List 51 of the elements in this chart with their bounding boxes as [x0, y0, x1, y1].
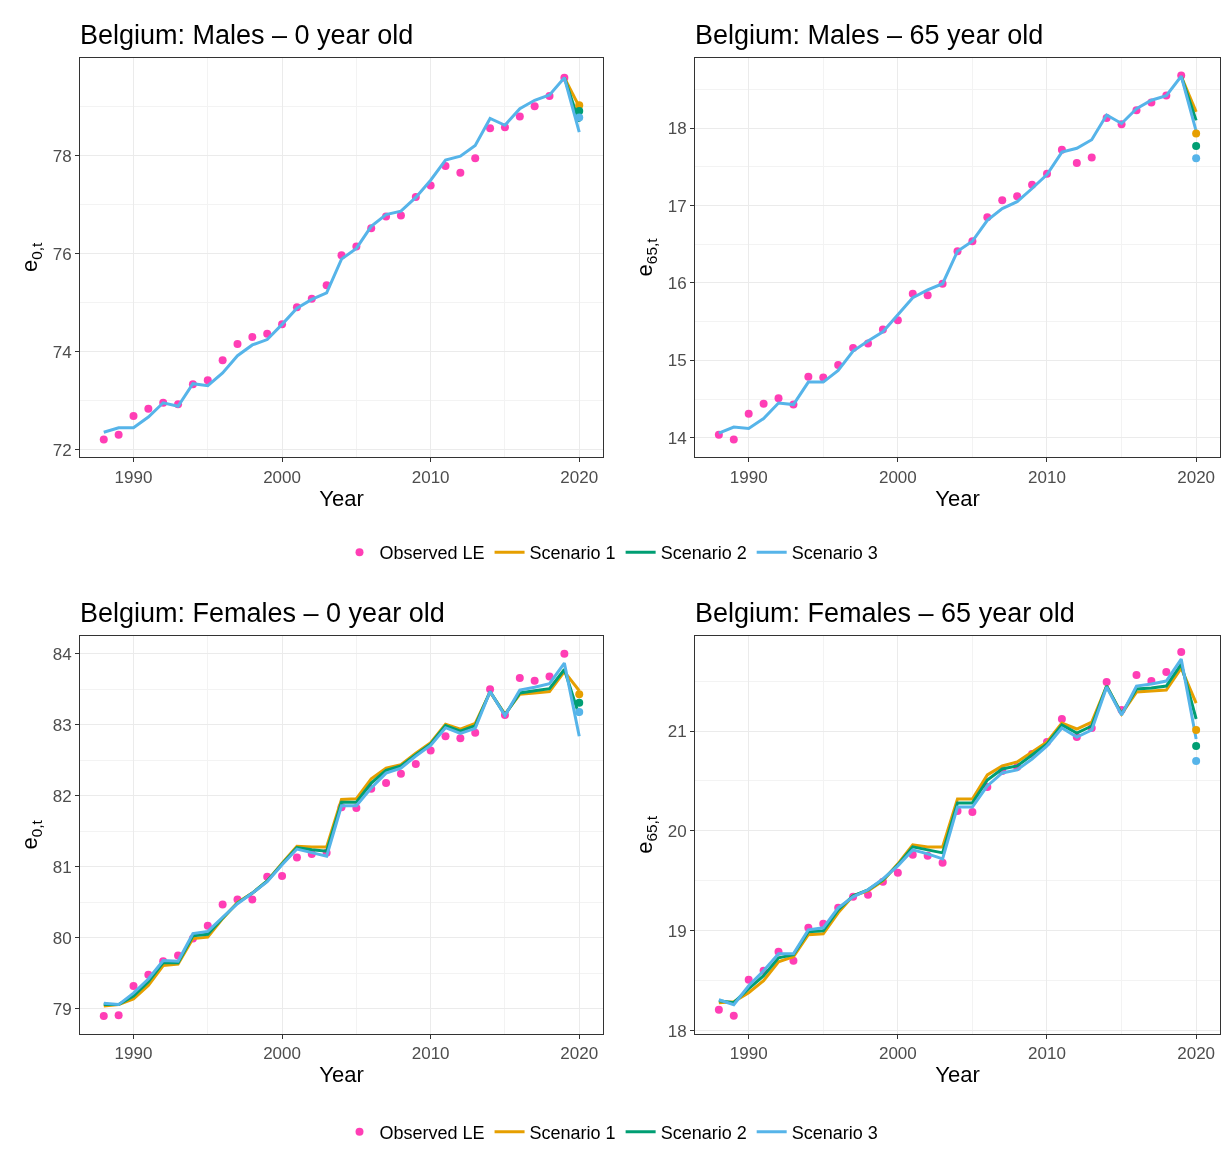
legend-label: Scenario 1 [529, 1122, 616, 1143]
y-tick-label: 72 [52, 440, 72, 460]
x-tick-label: 1990 [114, 467, 153, 487]
legend-label: Observed LE [379, 1122, 485, 1143]
x-tick-label: 2000 [263, 1044, 301, 1064]
legend-label: Scenario 3 [791, 1122, 878, 1143]
y-tick-label: 84 [52, 644, 72, 664]
y-tick-label: 17 [667, 196, 687, 216]
y-tick-label: 79 [52, 999, 72, 1019]
x-tick-label: 2010 [411, 1044, 450, 1064]
x-axis-title: Year [319, 485, 364, 511]
y-tick-label: 74 [52, 342, 72, 362]
y-tick-label: 82 [52, 786, 72, 806]
legend-label: Observed LE [379, 543, 485, 564]
y-tick-label: 83 [52, 715, 72, 735]
y-tick-label: 19 [667, 921, 687, 941]
y-tick-label: 18 [667, 119, 687, 139]
y-tick-label: 78 [52, 146, 72, 166]
x-tick-label: 2010 [1028, 467, 1066, 487]
x-tick-label: 2000 [878, 1044, 917, 1064]
x-tick-label: 2020 [1177, 467, 1216, 487]
x-tick-label: 2020 [560, 1044, 599, 1064]
y-tick-label: 14 [667, 428, 687, 448]
x-axis-title: Year [935, 1061, 980, 1087]
y-tick-label: 18 [667, 1021, 687, 1041]
legend-label: Scenario 2 [660, 1122, 747, 1143]
legend-label: Scenario 1 [529, 543, 616, 564]
x-tick-label: 2020 [560, 467, 599, 487]
x-axis-title: Year [935, 485, 980, 511]
legend-label: Scenario 3 [791, 543, 878, 564]
x-tick-label: 2010 [411, 467, 450, 487]
legend-label: Scenario 2 [660, 543, 747, 564]
x-tick-label: 1990 [729, 467, 768, 487]
y-tick-label: 80 [52, 928, 72, 948]
x-tick-label: 2000 [878, 467, 917, 487]
x-axis-title: Year [319, 1061, 364, 1087]
chart-title: Belgium: Females – 0 year old [80, 598, 445, 628]
y-tick-label: 16 [667, 273, 687, 293]
y-tick-label: 20 [667, 821, 687, 841]
x-tick-label: 1990 [114, 1044, 153, 1064]
y-tick-label: 81 [52, 857, 72, 877]
y-tick-label: 76 [52, 244, 72, 264]
x-tick-label: 1990 [729, 1044, 768, 1064]
chart-title: Belgium: Males – 65 year old [695, 20, 1044, 50]
y-tick-label: 15 [667, 351, 687, 371]
chart-title: Belgium: Males – 0 year old [80, 20, 414, 50]
x-tick-label: 2010 [1028, 1044, 1066, 1064]
x-tick-label: 2000 [263, 467, 301, 487]
y-tick-label: 21 [667, 721, 687, 741]
x-tick-label: 2020 [1177, 1044, 1216, 1064]
chart-title: Belgium: Females – 65 year old [695, 598, 1075, 628]
